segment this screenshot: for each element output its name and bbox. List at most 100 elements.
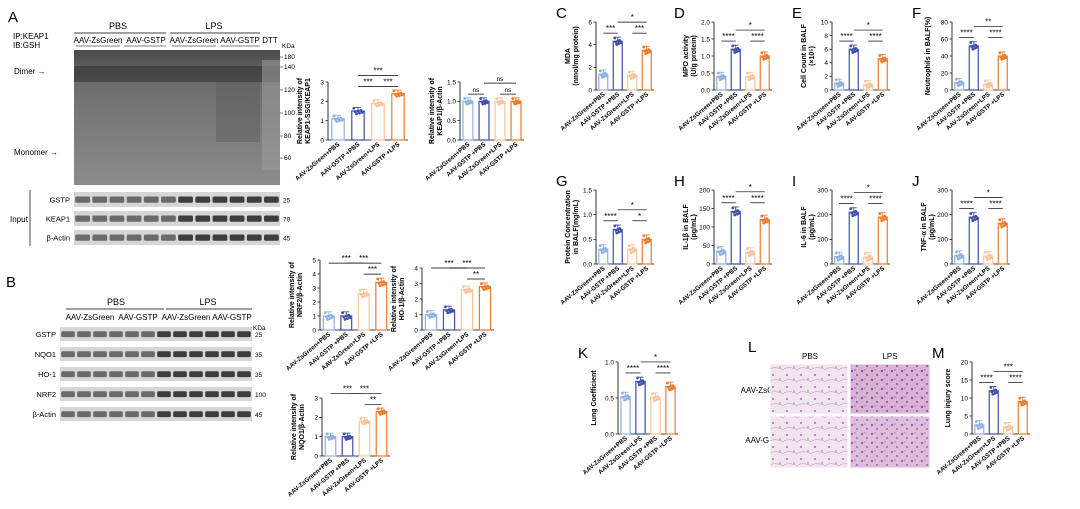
sig-label: *** (359, 254, 368, 263)
data-point (954, 250, 958, 254)
bar (759, 55, 770, 91)
data-point (359, 417, 363, 420)
blot-band (109, 351, 123, 358)
histology-zsgreen-lps (849, 363, 931, 415)
blot-band (157, 331, 171, 338)
blot-band (77, 391, 91, 398)
y-tick-label: 80 (941, 19, 949, 26)
data-point (450, 307, 453, 311)
blot-band (189, 391, 203, 398)
data-point (348, 434, 352, 438)
data-point (353, 110, 357, 114)
y-tick-label: 0.5 (583, 237, 592, 244)
blot-band (237, 331, 251, 338)
blot-marker: 35 (255, 372, 263, 379)
data-point (327, 314, 331, 318)
blot-label: NRF2 (36, 390, 56, 399)
kda-label-b: KDa (253, 325, 266, 332)
panel-letter: D (674, 5, 685, 22)
blot-band (109, 331, 123, 338)
data-point (376, 101, 380, 105)
y-tick-label: 300 (937, 187, 948, 194)
data-point (342, 315, 346, 319)
data-point (383, 282, 387, 286)
y-tick-label: 100 (937, 237, 948, 244)
y-tick-label: 5 (312, 257, 316, 264)
data-point (325, 432, 329, 436)
blot-band (205, 371, 219, 378)
blot-band (264, 196, 279, 203)
panel-b-zsgreen-label-1: AAV-ZsGreen (66, 313, 115, 322)
data-point (642, 45, 646, 49)
data-point (765, 217, 769, 221)
sig-label: **** (627, 364, 639, 373)
y-axis-label-line: Lung Coefficient (591, 370, 598, 426)
blot-band (221, 351, 235, 358)
y-tick-label: 40 (941, 53, 949, 60)
data-point (869, 257, 873, 261)
y-axis-label-line: TNF-α in BALF (921, 202, 928, 252)
y-tick-label: 1.0 (701, 53, 710, 60)
data-point (469, 289, 473, 293)
sig-label: * (749, 21, 752, 30)
panel-l-letter: L (748, 339, 756, 356)
y-axis-label-line: NRF2/β-Actin (297, 273, 304, 317)
y-tick-label: 1 (314, 434, 318, 441)
histology-zsgreen-pbs (769, 363, 849, 415)
blot-label: β-Actin (33, 410, 57, 419)
blot-band (157, 411, 171, 418)
data-point (855, 49, 859, 53)
blot-band (221, 371, 235, 378)
y-tick-label: 0 (824, 261, 828, 268)
data-point (481, 285, 484, 289)
data-point (642, 381, 645, 385)
data-point (975, 217, 979, 221)
y-tick-label: 1.0 (447, 99, 456, 106)
y-tick-label: 0 (312, 327, 316, 334)
y-axis-label-line: Cell Count in BALF (801, 23, 808, 87)
data-point (969, 41, 973, 44)
data-point (959, 80, 963, 83)
bar (848, 211, 859, 265)
data-point (627, 70, 631, 74)
y-axis-label-line: Protein Concentration (565, 190, 572, 264)
data-point (396, 92, 400, 95)
data-point (359, 108, 363, 112)
y-axis-label: Lung Coefficient (591, 370, 598, 426)
data-point (731, 44, 735, 48)
panel-l-histology: L PBS LPS AAV-ZsGreen AAV-GSTP (741, 339, 931, 469)
data-point (737, 211, 741, 215)
y-tick-label: 5 (964, 413, 968, 420)
data-point (721, 74, 725, 77)
y-axis-label-line: IL-1β in BALF (683, 204, 690, 250)
data-point (633, 75, 637, 79)
y-tick-label: 1 (320, 118, 324, 125)
bar (371, 102, 385, 141)
data-point (347, 313, 351, 317)
data-point (376, 277, 380, 281)
blot-label: KEAP1 (46, 215, 70, 224)
y-tick-label: 0 (824, 87, 828, 94)
blot-band (126, 215, 142, 222)
y-axis-label: Relative intensity ofHO-1/β-Actin (391, 265, 406, 332)
data-point (379, 281, 383, 284)
blot-label: NQO1 (35, 350, 56, 359)
data-point (960, 255, 964, 259)
data-point (716, 71, 720, 75)
data-point (979, 422, 983, 426)
y-tick-label: 10 (821, 19, 829, 26)
panel-a-zsgreen-label-1: AAV-ZsGreen (74, 36, 123, 45)
data-point (485, 101, 489, 105)
sig-label: **** (869, 32, 881, 41)
blot-band (173, 411, 187, 418)
data-point (461, 285, 465, 289)
data-point (994, 388, 998, 392)
data-point (360, 420, 364, 424)
data-point (960, 82, 964, 86)
blot-marker: 45 (283, 236, 291, 243)
data-point (983, 251, 987, 254)
